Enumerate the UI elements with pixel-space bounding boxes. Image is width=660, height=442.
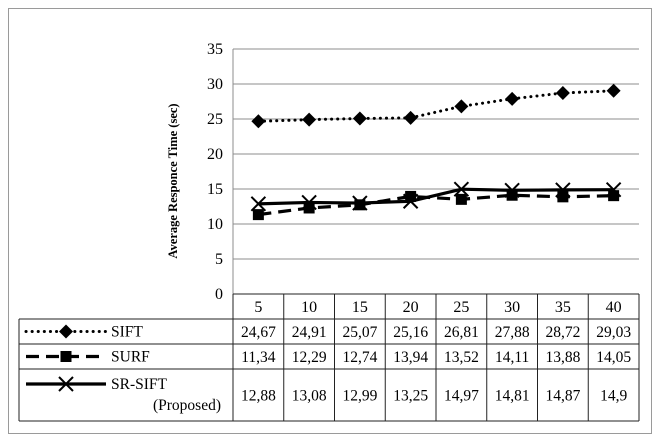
data-label-sift: 29,03 — [596, 324, 631, 341]
marker-stroke — [250, 196, 267, 212]
x-category-label: 20 — [403, 299, 419, 316]
data-label-sr-sift: 12,99 — [342, 388, 377, 405]
legend-label-sr-sift-line2: (Proposed) — [153, 397, 221, 414]
x-category-label: 25 — [453, 299, 469, 316]
data-point-sift — [302, 112, 317, 127]
y-tick-label: 35 — [207, 41, 223, 58]
data-label-sr-sift: 13,25 — [393, 388, 428, 405]
data-point-sr-sift — [453, 181, 470, 197]
series-line-sr-sift — [258, 187, 614, 206]
legend-label-sr-sift: SR-SIFT — [111, 376, 168, 393]
data-label-sift: 26,81 — [444, 324, 479, 341]
series-line-sift — [256, 89, 616, 123]
y-tick-label: 20 — [207, 146, 223, 163]
data-label-sr-sift: 14,87 — [545, 388, 580, 405]
data-point-surf — [354, 199, 366, 211]
data-label-surf: 12,29 — [292, 349, 327, 366]
x-category-label: 10 — [301, 299, 317, 316]
data-point-sift — [606, 83, 621, 98]
data-point-surf — [608, 190, 620, 202]
data-point-surf — [252, 209, 264, 221]
legend-label-surf: SURF — [111, 349, 150, 366]
x-category-label: 15 — [352, 299, 368, 316]
marker-stroke — [453, 181, 470, 197]
line-chart: 0 5 10 15 20 25 30 35 5 10 15 20 25 30 35 40 SIFT 24,67 2… — [18, 41, 640, 422]
data-label-sr-sift: 14,9 — [600, 388, 627, 405]
data-point-surf — [455, 193, 467, 205]
y-tick-label: 25 — [207, 111, 223, 128]
data-point-sift — [251, 114, 266, 129]
data-label-surf: 14,05 — [596, 349, 631, 366]
marker-stroke — [605, 181, 622, 198]
data-point-sift — [505, 91, 520, 106]
data-point-sr-sift — [504, 182, 520, 199]
data-label-sr-sift: 12,88 — [241, 388, 276, 405]
data-label-surf: 11,34 — [241, 349, 276, 366]
x-category-label: 30 — [504, 299, 520, 316]
data-point-sift — [403, 110, 418, 125]
y-tick-label: 10 — [207, 216, 223, 233]
data-label-surf: 14,11 — [495, 349, 529, 366]
data-point-sift — [555, 85, 570, 100]
data-point-sr-sift — [605, 181, 622, 198]
marker-stroke — [504, 182, 520, 199]
data-point-surf — [405, 190, 417, 202]
data-point-sr-sift — [555, 182, 571, 198]
data-point-surf — [557, 191, 569, 203]
data-label-sr-sift: 14,97 — [444, 388, 479, 405]
data-label-sift: 27,88 — [495, 324, 530, 341]
data-label-surf: 13,94 — [393, 349, 428, 366]
legend-label-sift: SIFT — [111, 324, 143, 341]
y-tick-label: 15 — [207, 181, 223, 198]
data-label-surf: 12,74 — [342, 349, 377, 366]
data-label-sift: 24,67 — [241, 324, 276, 341]
data-label-sift: 28,72 — [545, 324, 580, 341]
y-tick-label: 5 — [215, 251, 223, 268]
marker-stroke — [555, 182, 571, 198]
data-point-sr-sift — [301, 194, 317, 211]
marker-stroke — [301, 194, 317, 211]
data-label-surf: 13,88 — [545, 349, 580, 366]
data-point-surf — [506, 189, 518, 201]
data-label-sr-sift: 14,81 — [495, 388, 530, 405]
x-category-label: 35 — [555, 299, 571, 316]
y-tick-label: 0 — [215, 286, 223, 303]
marker-stroke — [352, 195, 368, 211]
chart-frame: 0 5 10 15 20 25 30 35 5 10 15 20 25 30 35 40 SIFT 24,67 2… — [8, 8, 652, 434]
legend-key-marker-sift — [59, 324, 73, 339]
data-point-sr-sift — [352, 195, 368, 211]
marker-stroke — [402, 193, 419, 209]
y-axis-label: Average Responce Time (sec) — [166, 103, 180, 258]
data-label-sr-sift: 13,08 — [292, 388, 327, 405]
data-point-surf — [303, 202, 315, 214]
data-point-sift — [352, 111, 367, 126]
data-label-sift: 25,16 — [393, 324, 428, 341]
data-label-sift: 24,91 — [292, 324, 327, 341]
marker-stroke — [58, 376, 74, 392]
legend-key-marker-sr-sift — [58, 376, 74, 392]
data-point-sift — [454, 99, 469, 114]
data-point-sr-sift — [402, 193, 419, 209]
legend-key-marker-surf — [60, 351, 72, 362]
data-point-sr-sift — [250, 196, 267, 212]
y-tick-label: 30 — [207, 76, 223, 93]
x-category-label: 40 — [606, 299, 622, 316]
x-category-label: 5 — [254, 299, 262, 316]
data-label-surf: 13,52 — [444, 349, 479, 366]
data-label-sift: 25,07 — [342, 324, 377, 341]
